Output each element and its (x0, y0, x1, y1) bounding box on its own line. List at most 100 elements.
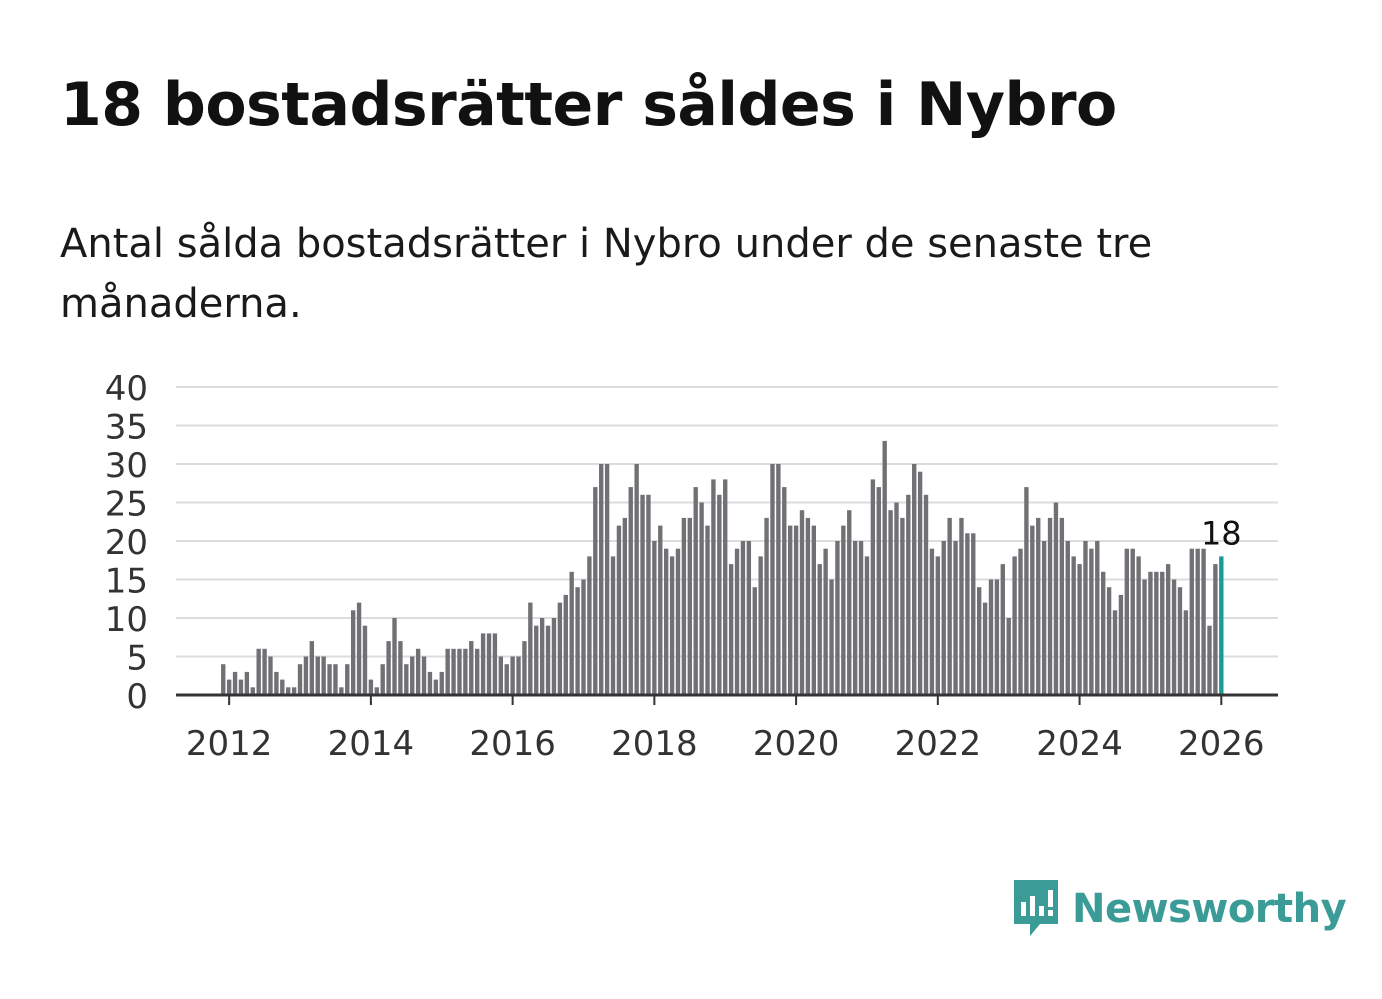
bar (616, 525, 622, 695)
x-axis (176, 693, 1278, 705)
bar (917, 471, 923, 695)
bar (451, 648, 456, 695)
bar (1006, 618, 1011, 695)
bar (699, 502, 704, 695)
bar (734, 548, 740, 695)
bar (563, 594, 568, 695)
bar (610, 556, 616, 695)
bar (1213, 564, 1218, 695)
bar (557, 602, 563, 695)
bar (1065, 541, 1070, 695)
bar (811, 525, 816, 695)
bar (250, 687, 255, 695)
bar (793, 525, 799, 695)
bar (894, 502, 899, 695)
bar (941, 541, 946, 695)
bar (303, 656, 309, 695)
bar (1160, 571, 1165, 695)
bar (1171, 579, 1177, 695)
bar (770, 464, 775, 695)
bar (1165, 564, 1171, 695)
bar (870, 479, 876, 695)
bar (864, 556, 870, 695)
bar (575, 587, 580, 695)
brand-name: Newsworthy (1072, 886, 1347, 932)
bar (1047, 517, 1053, 695)
bar (480, 633, 486, 695)
bar (669, 556, 675, 695)
bar (799, 510, 805, 695)
x-tick-label: 2020 (753, 724, 840, 764)
bar (675, 548, 681, 695)
bar (1101, 571, 1106, 695)
annotations: 18 (1201, 514, 1242, 552)
bar (286, 687, 291, 695)
bar (268, 656, 273, 695)
bar (1041, 541, 1047, 695)
x-tick-label: 2026 (1178, 724, 1265, 764)
bar (1183, 610, 1189, 695)
bar (486, 633, 492, 695)
bar (587, 556, 592, 695)
bar (475, 648, 480, 695)
bar (788, 525, 793, 695)
bar (221, 664, 226, 695)
bar (362, 625, 368, 695)
bar (1148, 571, 1153, 695)
bar (457, 648, 462, 695)
x-tick-label: 2016 (469, 724, 556, 764)
bar (988, 579, 994, 695)
bar (1077, 564, 1082, 695)
bar (1112, 610, 1118, 695)
bar (315, 656, 320, 695)
x-tick-label: 2014 (328, 724, 415, 764)
bar (539, 618, 545, 695)
bar (262, 648, 267, 695)
bar (492, 633, 498, 695)
bar (947, 517, 952, 695)
bar (398, 641, 403, 695)
bar (906, 494, 911, 695)
bar (333, 664, 338, 695)
bar (297, 664, 303, 695)
bar (852, 541, 858, 695)
bar (711, 479, 716, 695)
bar (640, 494, 645, 695)
bar (498, 656, 503, 695)
bar (823, 548, 828, 695)
chart-title: 18 bostadsrätter såldes i Nybro (60, 70, 1117, 140)
bar (321, 656, 326, 695)
bar (622, 517, 628, 695)
bar (663, 548, 669, 695)
bar (439, 671, 444, 695)
bar (965, 533, 970, 695)
bar (433, 679, 439, 695)
bar (652, 541, 657, 695)
last-value-label: 18 (1201, 514, 1242, 552)
y-tick-label: 30 (105, 446, 148, 486)
bar (345, 664, 350, 695)
bar (1036, 517, 1041, 695)
bar (327, 664, 332, 695)
bar (380, 664, 385, 695)
y-tick-label: 5 (126, 639, 148, 679)
bar (1136, 556, 1141, 695)
bar (445, 648, 450, 695)
bar (510, 656, 515, 695)
x-axis-labels: 2012 2014 2016 2018 2020 2022 2024 2026 (186, 724, 1265, 764)
bar (1024, 487, 1029, 695)
bar (1012, 556, 1017, 695)
bar (534, 625, 539, 695)
bar (634, 464, 639, 695)
bar (356, 602, 362, 695)
bar (971, 533, 976, 695)
bar (244, 671, 250, 695)
bar (687, 517, 692, 695)
bar (935, 556, 941, 695)
bar (232, 671, 238, 695)
y-tick-label: 25 (105, 485, 148, 525)
bar (226, 679, 232, 695)
y-tick-label: 10 (105, 600, 148, 640)
chart-subtitle: Antal sålda bostadsrätter i Nybro under … (60, 221, 1153, 327)
bar (681, 517, 687, 695)
